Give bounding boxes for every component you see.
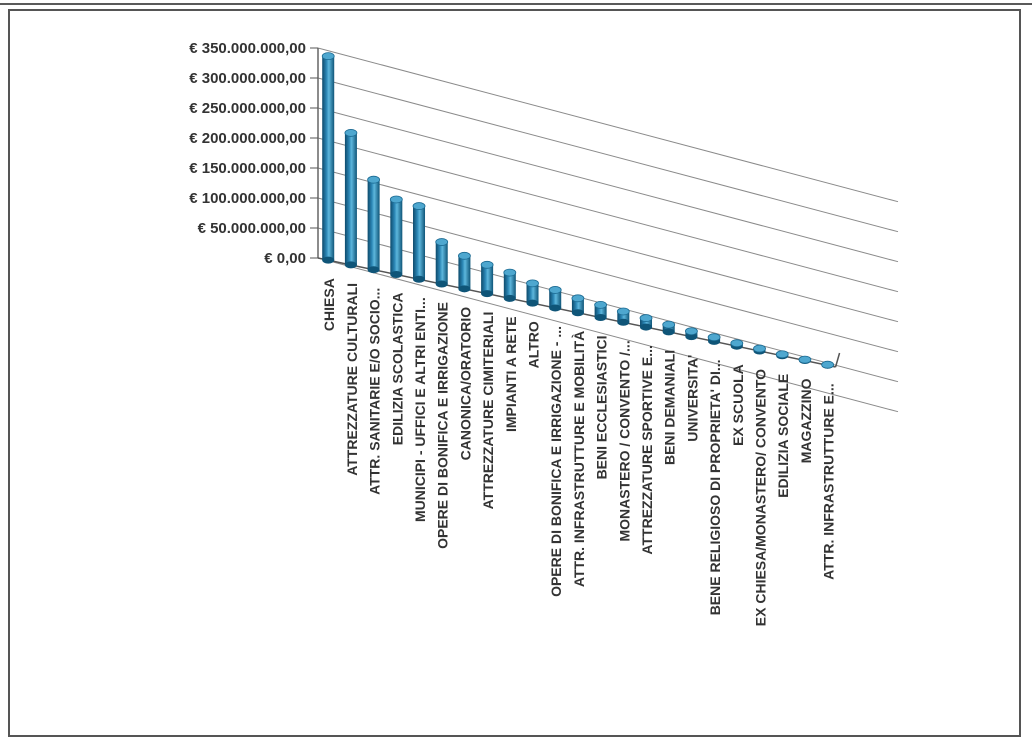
x-category-label: OPERE DI BONIFICA E IRRIGAZIONE bbox=[435, 302, 451, 549]
gridlines bbox=[317, 47, 899, 413]
bar bbox=[594, 301, 608, 322]
bar bbox=[707, 333, 721, 345]
y-tick-label: € 350.000.000,00 bbox=[189, 40, 306, 57]
gridline bbox=[317, 167, 899, 323]
bar bbox=[548, 286, 562, 312]
y-tick-label: € 50.000.000,00 bbox=[198, 220, 306, 237]
gridline bbox=[317, 107, 899, 263]
x-category-label: BENI ECCLESIASTICI bbox=[594, 336, 610, 480]
x-category-label: BENE RELIGIOSO DI PROPRIETA' DI... bbox=[707, 359, 723, 615]
y-tick-label: € 150.000.000,00 bbox=[189, 160, 306, 177]
x-category-label: EX CHIESA/MONASTERO/ CONVENTO bbox=[753, 369, 769, 626]
x-category-label: ATTREZZATURE SPORTIVE E... bbox=[639, 345, 655, 555]
x-category-label: EDILIZIA SOCIALE bbox=[775, 374, 791, 498]
x-category-label: ATTREZZATURE CULTURALI bbox=[344, 283, 360, 476]
y-tick-label: € 100.000.000,00 bbox=[189, 190, 306, 207]
x-category-label: IMPIANTI A RETE bbox=[503, 316, 519, 432]
bar bbox=[480, 260, 494, 298]
bar bbox=[321, 52, 335, 264]
x-category-label: UNIVERSITA' bbox=[684, 355, 700, 442]
gridline bbox=[317, 77, 899, 233]
gridline bbox=[317, 137, 899, 293]
x-category-label: ATTR. INFRASTRUTTURE E... bbox=[821, 383, 837, 580]
x-axis-categories: CHIESA ATTREZZATURE CULTURALI ATTR. SANITA… bbox=[321, 278, 836, 626]
x-category-label: MONASTERO / CONVENTO /... bbox=[616, 340, 632, 541]
bar bbox=[571, 294, 585, 317]
x-category-label: ATTR. SANITARIE E/O SOCIO... bbox=[367, 288, 383, 495]
bar bbox=[798, 355, 812, 365]
bar bbox=[821, 360, 835, 369]
y-tick-label: € 250.000.000,00 bbox=[189, 100, 306, 117]
x-category-label: BENI DEMANIALI bbox=[662, 350, 678, 465]
bars bbox=[321, 52, 835, 369]
bar bbox=[526, 279, 539, 307]
y-tick-label: € 200.000.000,00 bbox=[189, 130, 306, 147]
bar bbox=[389, 195, 403, 278]
x-category-label: MUNICIPI - UFFICI E ALTRI ENTI... bbox=[412, 297, 428, 522]
bar bbox=[639, 314, 653, 331]
bar bbox=[685, 327, 698, 341]
bar bbox=[344, 129, 358, 269]
x-category-label: ATTREZZATURE CIMITERIALI bbox=[480, 312, 496, 510]
y-axis-ticks: € 350.000.000,00 € 300.000.000,00 € 250.00… bbox=[189, 40, 318, 267]
right-wall-edge bbox=[834, 352, 841, 368]
bar bbox=[662, 320, 676, 336]
x-category-label: EX SCUOLA bbox=[730, 364, 746, 446]
bar bbox=[435, 238, 449, 288]
y-tick-label: € 0,00 bbox=[264, 250, 306, 267]
bar bbox=[775, 350, 789, 360]
bar bbox=[730, 339, 744, 350]
chart-border bbox=[8, 9, 1021, 737]
x-category-label: ALTRO bbox=[526, 321, 542, 368]
x-category-label: MAGAZZINO bbox=[798, 378, 814, 463]
x-category-label: EDILIZIA SCOLASTICA bbox=[389, 292, 405, 445]
bar bbox=[616, 307, 630, 326]
x-category-label: ATTR. INFRASTRUTTURE E MOBILITÀ bbox=[571, 331, 587, 587]
y-tick-label: € 300.000.000,00 bbox=[189, 70, 306, 87]
x-category-label: OPERE DI BONIFICA E IRRIGAZIONE - ... bbox=[548, 326, 564, 597]
bar bbox=[367, 175, 381, 274]
bar bbox=[458, 251, 471, 293]
gridline bbox=[317, 47, 899, 203]
gridline bbox=[317, 257, 899, 413]
bar bbox=[503, 268, 517, 302]
bar bbox=[412, 202, 426, 283]
x-category-label: CANONICA/ORATORIO bbox=[457, 307, 473, 461]
x-category-label: CHIESA bbox=[321, 278, 337, 331]
bar bbox=[753, 344, 766, 355]
